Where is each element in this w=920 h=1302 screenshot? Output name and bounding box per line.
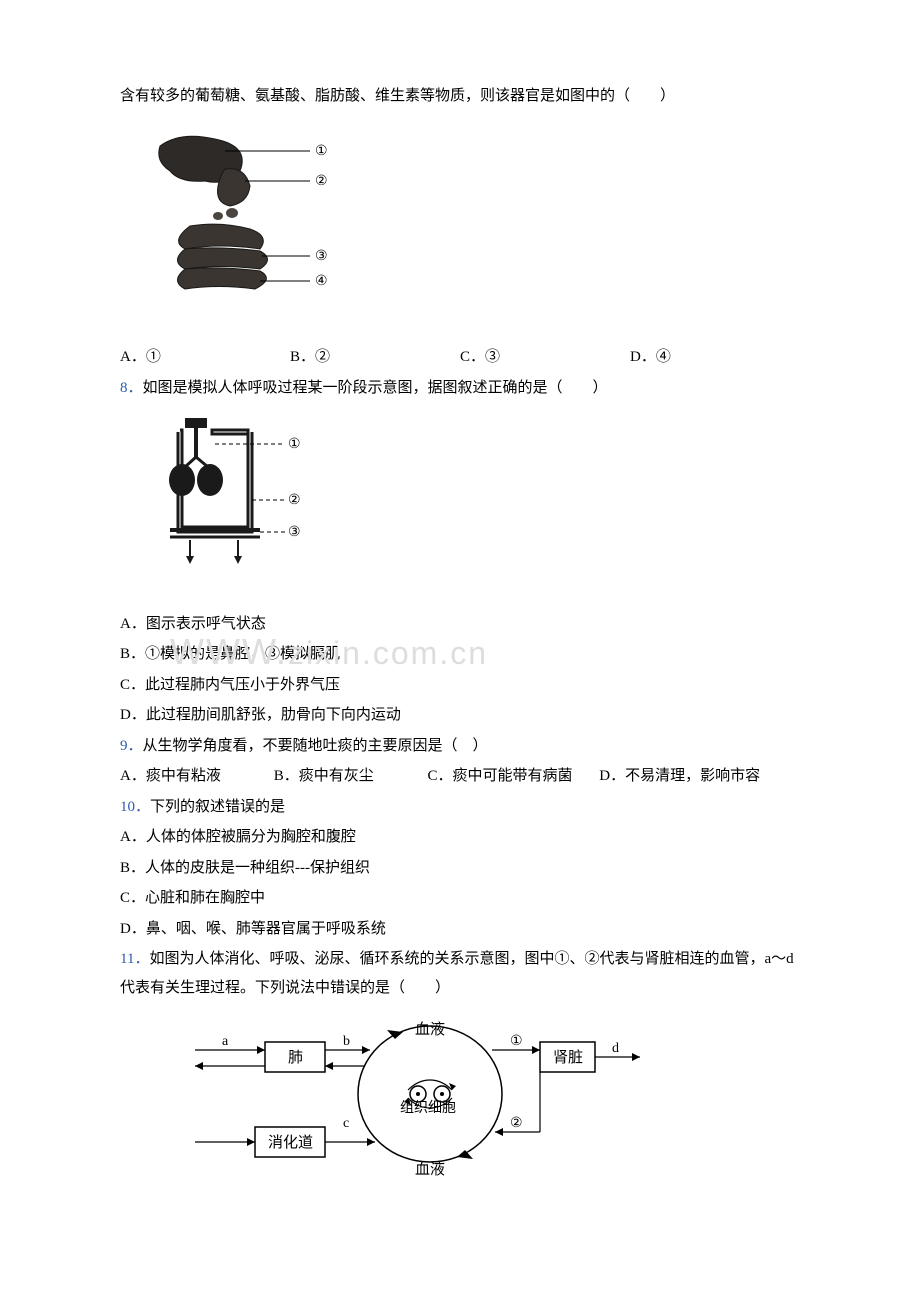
q10-option-d: D．鼻、咽、喉、肺等器官属于呼吸系统 <box>120 915 800 944</box>
q7-option-a: A．① <box>120 343 290 372</box>
q8-option-a: A．图示表示呼气状态 <box>120 610 800 639</box>
q9-option-b: B．痰中有灰尘 <box>274 762 424 791</box>
label-blood-top: 血液 <box>415 1021 445 1038</box>
q11-number: 11． <box>120 951 149 967</box>
q8-label-3: ③ <box>288 525 301 540</box>
q7-option-c: C．③ <box>460 343 630 372</box>
q10-stem: 10．下列的叙述错误的是 <box>120 793 800 822</box>
q8-label-2: ② <box>288 493 301 508</box>
q9-option-a: A．痰中有粘液 <box>120 762 270 791</box>
q7-option-b: B．② <box>290 343 460 372</box>
q9-number: 9． <box>120 738 143 754</box>
q7-option-d: D．④ <box>630 343 800 372</box>
label-c: c <box>343 1116 349 1131</box>
q8-option-c: C．此过程肺内气压小于外界气压 <box>120 671 800 700</box>
digestive-diagram: ① ② ③ ④ <box>130 121 800 332</box>
label-2: ② <box>315 174 328 189</box>
label-d: d <box>612 1041 619 1056</box>
q8-number: 8． <box>120 380 143 396</box>
q9-options: A．痰中有粘液 B．痰中有灰尘 C．痰中可能带有病菌 D．不易清理，影响市容 <box>120 762 800 791</box>
label-a: a <box>222 1034 229 1049</box>
q10-number: 10． <box>120 799 150 815</box>
q9-option-c: C．痰中可能带有病菌 <box>428 762 596 791</box>
systems-diagram: 肺 消化道 肾脏 血液 组织细胞 血液 a b <box>160 1012 800 1188</box>
box-lung: 肺 <box>288 1049 303 1066</box>
label-blood-bottom: 血液 <box>415 1161 445 1177</box>
label-3: ③ <box>315 249 328 264</box>
label-4: ④ <box>315 274 328 289</box>
q10-option-b: B．人体的皮肤是一种组织---保护组织 <box>120 854 800 883</box>
q9-stem: 9．从生物学角度看，不要随地吐痰的主要原因是（ ） <box>120 732 800 761</box>
box-kidney: 肾脏 <box>553 1049 583 1066</box>
label-circ1: ① <box>510 1034 523 1049</box>
label-circ2: ② <box>510 1116 523 1131</box>
box-digestive: 消化道 <box>268 1134 313 1151</box>
respiration-model-diagram: ① ② ③ <box>130 412 800 598</box>
q8-option-d: D．此过程肋间肌舒张，肋骨向下向内运动 <box>120 701 800 730</box>
q11-stem: 11．如图为人体消化、呼吸、泌尿、循环系统的关系示意图，图中①、②代表与肾脏相连… <box>120 945 800 1002</box>
q10-option-a: A．人体的体腔被膈分为胸腔和腹腔 <box>120 823 800 852</box>
label-b: b <box>343 1034 350 1049</box>
q8-stem: 8．如图是模拟人体呼吸过程某一阶段示意图，据图叙述正确的是（ ） <box>120 374 800 403</box>
q9-option-d: D．不易清理，影响市容 <box>599 768 760 784</box>
q8-option-b: B．①模拟的是鼻腔，③模拟膈肌 <box>120 640 800 669</box>
q7-options: A．① B．② C．③ D．④ <box>120 343 800 372</box>
q8-label-1: ① <box>288 437 301 452</box>
label-1: ① <box>315 144 328 159</box>
q10-option-c: C．心脏和肺在胸腔中 <box>120 884 800 913</box>
intro-continuation: 含有较多的葡萄糖、氨基酸、脂肪酸、维生素等物质，则该器官是如图中的（ ） <box>120 82 800 111</box>
